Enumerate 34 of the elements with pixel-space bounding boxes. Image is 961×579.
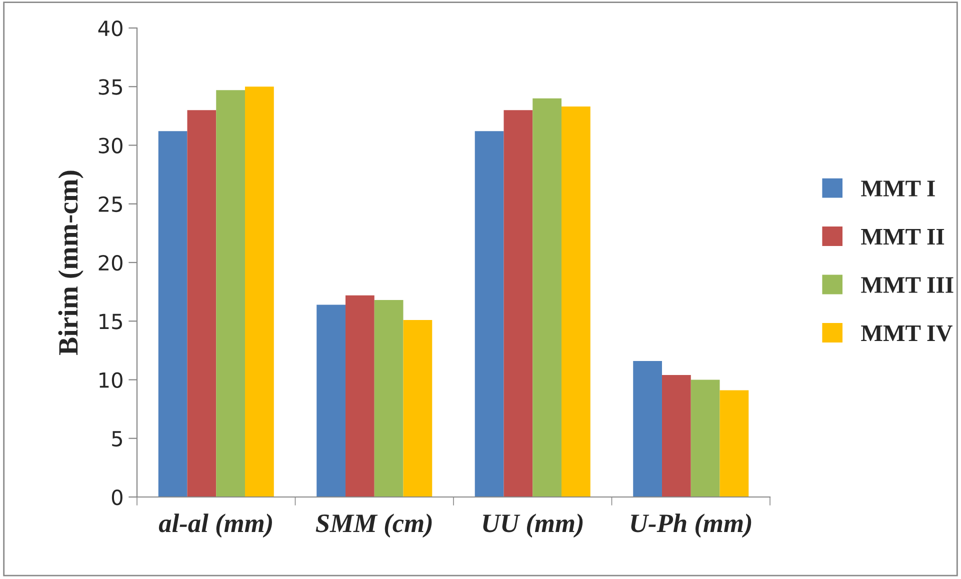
y-tick-label: 40 bbox=[98, 20, 122, 36]
x-tick-label: SMM (cm) bbox=[316, 514, 432, 538]
bar bbox=[245, 86, 274, 497]
bar bbox=[158, 131, 188, 497]
y-tick-label: 30 bbox=[98, 138, 122, 154]
bar bbox=[720, 390, 749, 497]
y-tick-label: 5 bbox=[112, 431, 122, 447]
bar bbox=[187, 110, 216, 497]
bar bbox=[690, 380, 720, 497]
bar bbox=[316, 304, 346, 497]
y-tick-label: 0 bbox=[112, 489, 122, 506]
bar bbox=[562, 106, 590, 497]
bar bbox=[532, 98, 562, 497]
y-tick-label: 35 bbox=[98, 79, 122, 95]
bar bbox=[474, 131, 504, 497]
y-axis-title: Birim (mm-cm) bbox=[58, 170, 84, 355]
legend-label: MMT IV bbox=[861, 325, 952, 342]
bar bbox=[633, 360, 662, 497]
bar bbox=[216, 90, 246, 497]
legend-label: MMT II bbox=[861, 229, 944, 244]
x-tick-label: U-Ph (mm) bbox=[631, 514, 752, 538]
bar bbox=[345, 295, 374, 497]
bar bbox=[374, 300, 404, 497]
legend-label: MMT I bbox=[861, 180, 935, 196]
legend-label: MMT III bbox=[861, 277, 954, 293]
bar bbox=[403, 320, 432, 497]
y-tick-label: 25 bbox=[98, 196, 122, 212]
bar bbox=[504, 110, 533, 497]
x-tick-label: UU (mm) bbox=[483, 514, 583, 538]
x-tick-label: al-al (mm) bbox=[158, 514, 272, 538]
bar bbox=[662, 375, 691, 497]
y-tick-label: 10 bbox=[100, 372, 122, 388]
y-tick-label: 15 bbox=[100, 314, 122, 330]
y-tick-label: 20 bbox=[98, 254, 122, 271]
